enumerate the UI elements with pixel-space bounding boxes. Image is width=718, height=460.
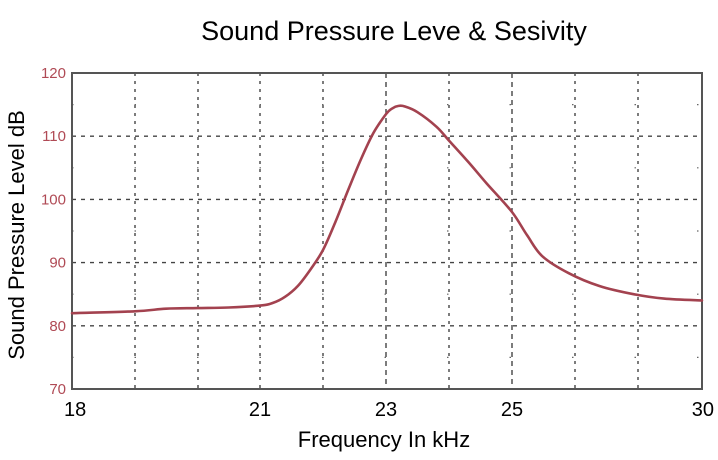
x-axis-label: Frequency In kHz: [298, 427, 470, 452]
y-tick-label: 110: [42, 128, 66, 145]
x-tick-label: 21: [249, 399, 271, 421]
y-tick-label: 120: [41, 65, 66, 82]
chart-title: Sound Pressure Leve & Sesivity: [201, 16, 587, 46]
y-axis-ticks: 70 80 90 100 110 120: [41, 65, 66, 398]
y-axis-label: Sound Pressure Level dB: [4, 110, 29, 360]
x-tick-label: 25: [501, 399, 523, 421]
y-tick-label: 100: [41, 191, 66, 208]
series-layer: [70, 104, 704, 315]
x-tick-label: 30: [692, 399, 714, 421]
x-tick-label: 23: [375, 399, 397, 421]
gridlines: [72, 73, 702, 389]
y-tick-label: 70: [49, 381, 66, 398]
plot-frame: [71, 72, 703, 390]
y-tick-label: 90: [49, 255, 66, 272]
series-line: [70, 104, 704, 315]
y-tick-label: 80: [49, 318, 66, 335]
x-axis-ticks: 18 21 23 25 30: [64, 399, 714, 421]
x-tick-label: 18: [64, 399, 86, 421]
